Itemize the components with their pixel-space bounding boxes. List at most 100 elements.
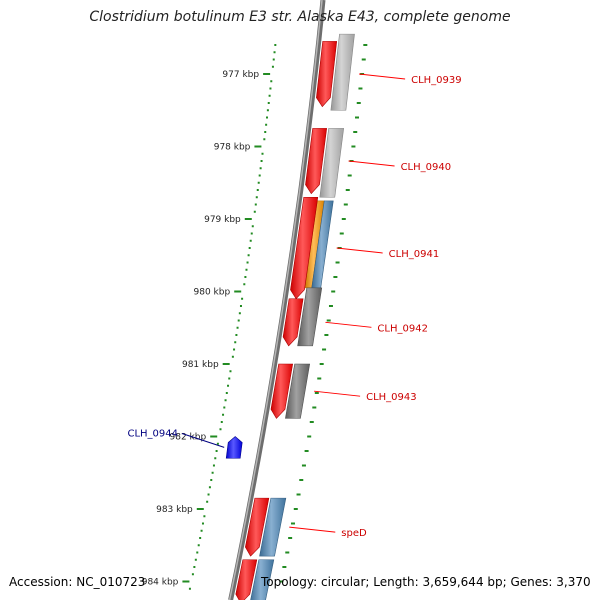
minor-tick bbox=[236, 326, 239, 329]
tick-label: 982 kbp bbox=[170, 433, 207, 443]
minor-tick bbox=[256, 189, 259, 191]
map-title: Clostridium botulinum E3 str. Alaska E43… bbox=[89, 9, 511, 25]
minor-tick bbox=[270, 80, 273, 83]
minor-tick bbox=[247, 254, 250, 257]
minor-tick bbox=[191, 573, 194, 576]
outer-ring-tick bbox=[363, 44, 368, 46]
minor-tick bbox=[224, 399, 227, 402]
minor-tick bbox=[188, 587, 191, 590]
gene-label: CLH_0939 bbox=[411, 75, 462, 86]
outer-ring-tick bbox=[326, 319, 331, 322]
major-tick bbox=[234, 290, 242, 293]
outer-ring-tick bbox=[307, 435, 312, 438]
major-tick bbox=[196, 508, 204, 510]
gene-arrow[interactable] bbox=[290, 196, 319, 300]
minor-tick bbox=[199, 537, 202, 539]
minor-tick bbox=[239, 305, 242, 307]
outer-ring-tick bbox=[358, 87, 363, 90]
major-tick bbox=[222, 363, 230, 365]
minor-tick bbox=[227, 384, 230, 387]
outer-ring-tick bbox=[282, 566, 287, 568]
outer-ring-tick bbox=[304, 450, 309, 452]
minor-tick bbox=[216, 442, 219, 445]
gene-arrow[interactable] bbox=[282, 298, 304, 347]
major-tick bbox=[263, 73, 271, 75]
major-tick bbox=[210, 435, 218, 438]
minor-tick bbox=[267, 102, 270, 104]
gene-arrow[interactable] bbox=[235, 559, 258, 600]
minor-tick bbox=[220, 421, 223, 423]
tick-label: 984 kbp bbox=[142, 578, 179, 588]
feature-block[interactable] bbox=[259, 497, 287, 557]
feature-block[interactable] bbox=[250, 559, 275, 600]
minor-tick bbox=[201, 522, 204, 525]
minor-tick bbox=[259, 167, 262, 170]
outer-ring-tick bbox=[343, 203, 348, 206]
outer-ring-tick bbox=[341, 218, 346, 220]
minor-tick bbox=[212, 464, 215, 467]
outer-ring-tick bbox=[324, 334, 329, 336]
minor-tick bbox=[274, 44, 277, 46]
gene-arrow[interactable] bbox=[270, 363, 294, 419]
feature-block[interactable] bbox=[319, 128, 345, 198]
feature-block[interactable] bbox=[297, 287, 323, 347]
minor-tick bbox=[249, 239, 252, 242]
minor-tick bbox=[223, 406, 226, 409]
minor-tick bbox=[200, 529, 203, 532]
gene-label-leader bbox=[181, 433, 225, 448]
gene-label-leader bbox=[359, 73, 406, 80]
minor-tick bbox=[231, 355, 234, 358]
outer-ring-tick bbox=[345, 189, 350, 191]
gene-label: CLH_0944 bbox=[127, 429, 178, 440]
minor-tick bbox=[255, 196, 258, 199]
minor-tick bbox=[237, 319, 240, 322]
minor-tick bbox=[208, 486, 211, 489]
gene-arrow[interactable] bbox=[245, 497, 270, 557]
outer-ring-tick bbox=[361, 58, 366, 61]
minor-tick bbox=[243, 283, 246, 286]
minor-tick bbox=[254, 203, 257, 206]
minor-tick bbox=[253, 210, 256, 213]
minor-tick bbox=[207, 493, 210, 496]
minor-tick bbox=[234, 341, 237, 344]
minor-tick bbox=[260, 160, 263, 162]
minor-tick bbox=[244, 276, 247, 278]
gene-label-leader bbox=[336, 247, 383, 254]
gene-arrow[interactable] bbox=[316, 41, 338, 108]
genome-summary-text: Topology: circular; Length: 3,659,644 bp… bbox=[261, 575, 591, 589]
tick-label: 980 kbp bbox=[194, 288, 231, 298]
tick-label: 978 kbp bbox=[214, 143, 251, 153]
feature-block[interactable] bbox=[330, 33, 355, 111]
minor-tick bbox=[194, 558, 197, 561]
outer-ring-tick bbox=[293, 508, 298, 510]
outer-ring-tick bbox=[288, 537, 293, 539]
minor-tick bbox=[203, 515, 206, 518]
outer-ring-tick bbox=[331, 290, 336, 293]
gene-arrow-reverse[interactable] bbox=[225, 436, 243, 459]
minor-tick bbox=[257, 181, 260, 184]
outer-ring-tick bbox=[312, 406, 317, 409]
minor-tick bbox=[266, 109, 269, 112]
minor-tick bbox=[272, 58, 275, 61]
minor-tick bbox=[214, 457, 217, 460]
minor-tick bbox=[197, 544, 200, 547]
minor-tick bbox=[210, 479, 213, 481]
feature-block[interactable] bbox=[285, 363, 311, 419]
outer-ring-tick bbox=[301, 464, 306, 467]
gene-label-leader bbox=[314, 390, 361, 397]
outer-ring-tick bbox=[314, 392, 319, 394]
minor-tick bbox=[268, 94, 271, 97]
minor-tick bbox=[233, 348, 236, 351]
minor-tick bbox=[251, 225, 254, 228]
outer-ring-tick bbox=[309, 421, 314, 423]
minor-tick bbox=[229, 370, 232, 373]
gene-arrow[interactable] bbox=[305, 128, 328, 195]
minor-tick bbox=[241, 297, 244, 300]
outer-ring-tick bbox=[319, 363, 324, 365]
outer-ring-tick bbox=[290, 522, 295, 525]
minor-tick bbox=[248, 247, 251, 249]
tick-label: 983 kbp bbox=[156, 505, 193, 515]
outer-ring-tick bbox=[333, 276, 338, 278]
